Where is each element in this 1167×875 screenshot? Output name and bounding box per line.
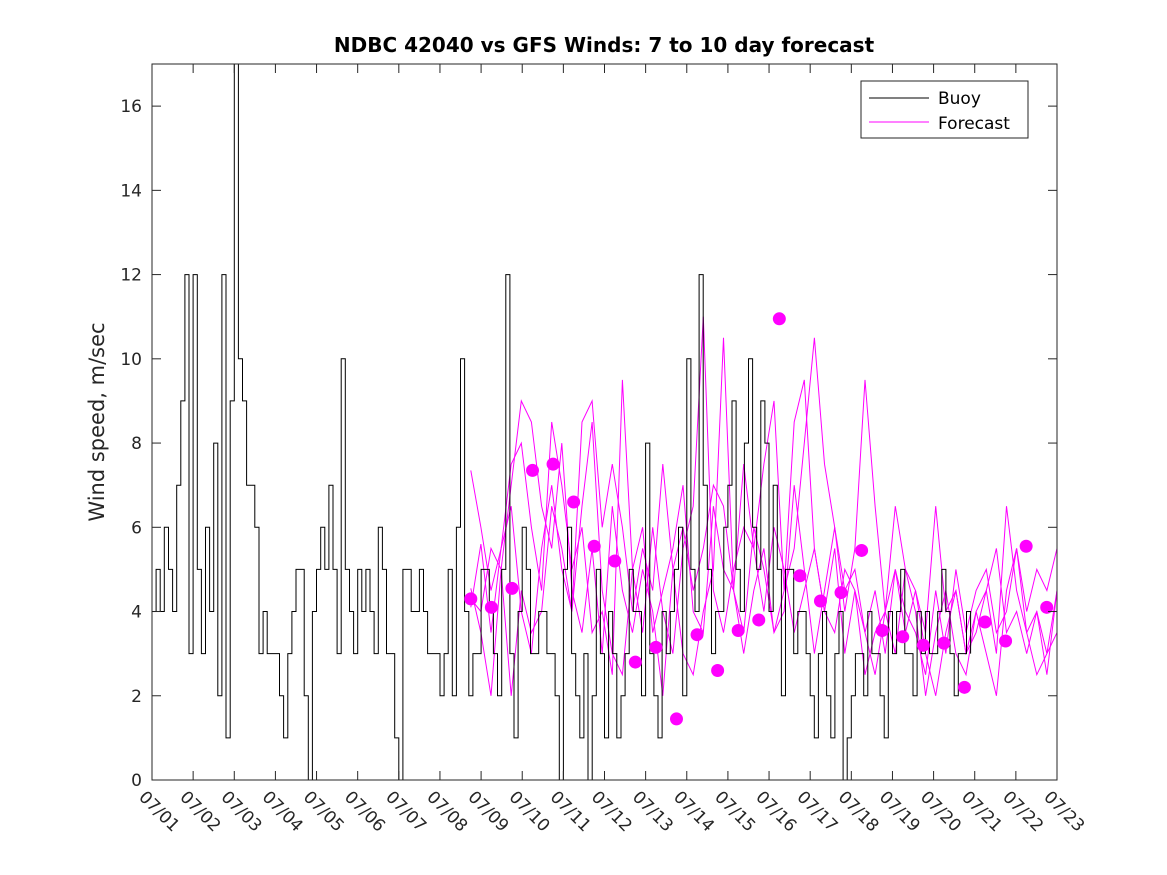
- x-tick-label: 07/09: [464, 787, 513, 836]
- x-tick-label: 07/22: [998, 787, 1047, 836]
- y-tick-label: 8: [131, 434, 142, 454]
- legend-buoy-label: Buoy: [938, 89, 981, 109]
- forecast-marker: [999, 634, 1013, 648]
- y-tick-label: 2: [131, 687, 142, 707]
- y-tick-label: 12: [120, 266, 142, 286]
- forecast-marker: [484, 600, 498, 614]
- x-tick-label: 07/10: [505, 787, 554, 836]
- forecast-marker: [546, 457, 560, 471]
- x-tick-label: 07/02: [176, 787, 225, 836]
- x-tick-label: 07/06: [340, 787, 389, 836]
- y-tick-label: 6: [131, 518, 142, 538]
- forecast-marker: [978, 615, 992, 629]
- x-tick-label: 07/01: [134, 787, 183, 836]
- forecast-marker: [752, 613, 766, 627]
- x-tick-label: 07/20: [916, 787, 965, 836]
- forecast-marker: [628, 655, 642, 669]
- x-tick-label: 07/16: [752, 787, 801, 836]
- forecast-marker: [957, 680, 971, 694]
- x-tick-label: 07/18: [834, 787, 883, 836]
- forecast-marker: [526, 463, 540, 477]
- forecast-marker: [813, 594, 827, 608]
- forecast-marker: [464, 592, 478, 606]
- forecast-marker: [834, 586, 848, 600]
- y-tick-label: 14: [120, 181, 142, 201]
- forecast-marker: [669, 712, 683, 726]
- buoy-line: [152, 63, 972, 781]
- y-tick-label: 10: [120, 350, 142, 370]
- forecast-marker: [1040, 600, 1054, 614]
- legend-forecast-label: Forecast: [938, 114, 1010, 134]
- y-axis-label: Wind speed, m/sec: [85, 322, 109, 521]
- forecast-marker: [855, 543, 869, 557]
- forecast-marker: [587, 539, 601, 553]
- forecast-marker: [731, 623, 745, 637]
- x-tick-label: 07/21: [957, 787, 1006, 836]
- forecast-marker: [505, 581, 519, 595]
- forecast-marker: [875, 623, 889, 637]
- x-tick-label: 07/03: [217, 787, 266, 836]
- legend: Buoy Forecast: [860, 80, 1029, 139]
- legend-box: [860, 80, 1029, 139]
- x-tick-label: 07/13: [628, 787, 677, 836]
- forecast-marker: [690, 628, 704, 642]
- forecast-marker: [793, 569, 807, 583]
- series-layer: [152, 63, 1058, 781]
- forecast-marker: [916, 638, 930, 652]
- x-tick-label: 07/19: [875, 787, 924, 836]
- x-tick-label: 07/07: [381, 787, 430, 836]
- forecast-marker: [772, 312, 786, 326]
- forecast-marker: [1019, 539, 1033, 553]
- x-tick-label: 07/04: [258, 787, 307, 836]
- forecast-trace: [470, 379, 1058, 696]
- x-tick-label: 07/11: [546, 787, 595, 836]
- chart-title: NDBC 42040 vs GFS Winds: 7 to 10 day for…: [334, 33, 875, 57]
- forecast-marker: [608, 554, 622, 568]
- forecast-marker: [896, 630, 910, 644]
- x-tick-label: 07/17: [793, 787, 842, 836]
- y-tick-label: 0: [131, 771, 142, 791]
- y-tick-label: 16: [120, 97, 142, 117]
- forecast-trace: [470, 421, 1058, 696]
- y-tick-label: 4: [131, 603, 142, 623]
- forecast-marker: [711, 663, 725, 677]
- x-tick-label: 07/15: [710, 787, 759, 836]
- forecast-marker: [937, 636, 951, 650]
- x-tick-label: 07/08: [422, 787, 471, 836]
- x-tick-label: 07/23: [1039, 787, 1088, 836]
- x-tick-label: 07/12: [587, 787, 636, 836]
- x-tick-label: 07/05: [299, 787, 348, 836]
- x-tick-label: 07/14: [669, 787, 718, 836]
- forecast-marker: [567, 495, 581, 509]
- forecast-marker: [649, 640, 663, 654]
